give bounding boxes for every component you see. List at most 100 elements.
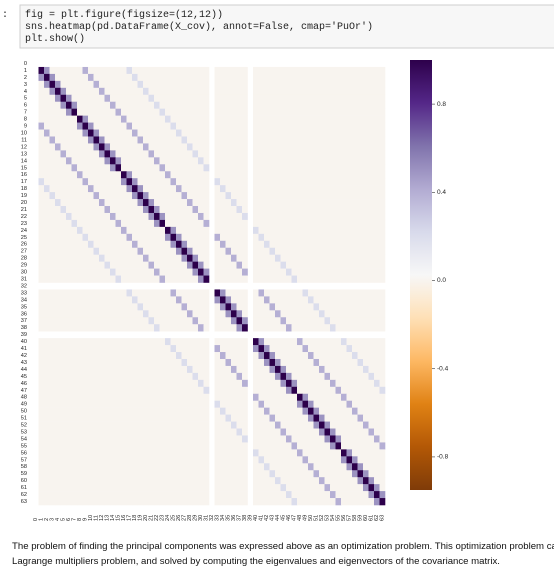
heat-cell: [93, 317, 100, 325]
heat-cell: [368, 199, 375, 207]
heat-cell: [192, 192, 199, 200]
heat-cell: [258, 477, 265, 485]
y-tick-label: 40: [21, 339, 27, 345]
heat-cell: [269, 352, 276, 360]
heat-cell: [181, 400, 188, 408]
heat-cell: [93, 463, 100, 471]
heat-cell: [236, 435, 243, 443]
x-tick-label: 28: [187, 515, 193, 521]
heat-cell: [357, 324, 364, 332]
heat-cell: [60, 206, 67, 214]
heat-cell: [115, 199, 122, 207]
heat-cell: [242, 324, 248, 332]
heat-cell: [55, 393, 61, 402]
heat-cell: [77, 115, 83, 123]
x-tick-label: 8: [77, 518, 83, 521]
heat-cell: [275, 491, 281, 499]
heat-cell: [110, 456, 116, 464]
heat-cell: [302, 317, 309, 325]
heat-cell: [308, 428, 314, 436]
heat-cell: [187, 463, 193, 471]
heat-cell: [38, 338, 45, 346]
heat-cell: [99, 219, 105, 228]
heat-cell: [275, 498, 281, 506]
heat-cell: [286, 136, 292, 144]
heat-cell: [286, 303, 292, 311]
heat-cell: [126, 435, 133, 443]
heat-cell: [308, 463, 314, 471]
heat-cell: [335, 233, 342, 242]
heat-cell: [346, 414, 353, 422]
heat-cell: [165, 171, 171, 179]
heat-cell: [214, 143, 221, 151]
heat-cell: [341, 463, 347, 471]
heat-cell: [88, 289, 94, 297]
heat-cell: [44, 157, 50, 165]
heat-cell: [132, 491, 138, 499]
heat-cell: [143, 379, 149, 388]
heat-cell: [352, 393, 358, 402]
heat-cell: [313, 470, 320, 478]
heat-cell: [181, 212, 188, 221]
heat-cell: [121, 470, 127, 478]
heat-cell: [44, 199, 50, 207]
heat-cell: [104, 87, 111, 96]
heat-cell: [302, 289, 309, 297]
heat-cell: [93, 414, 100, 422]
heat-cell: [291, 386, 298, 395]
heat-cell: [99, 498, 105, 506]
heat-cell: [159, 372, 166, 381]
heat-cell: [154, 463, 160, 471]
heat-cell: [115, 150, 122, 158]
heat-cell: [71, 317, 78, 325]
code-cell[interactable]: [19, 4, 554, 49]
heat-cell: [286, 442, 292, 450]
heat-cell: [104, 108, 111, 116]
heat-cell: [38, 414, 45, 422]
heat-cell: [137, 171, 144, 179]
heat-cell: [82, 101, 89, 109]
heat-cell: [110, 143, 116, 151]
heat-cell: [66, 212, 72, 221]
heat-cell: [297, 115, 303, 123]
heat-cell: [143, 171, 149, 179]
heat-cell: [324, 365, 331, 374]
heat-cell: [44, 66, 50, 75]
heat-cell: [93, 345, 100, 353]
y-tick-label: 24: [21, 228, 27, 234]
heat-cell: [71, 206, 78, 214]
heat-cell: [66, 185, 72, 193]
heat-cell: [346, 164, 353, 172]
heat-cell: [143, 498, 149, 506]
heat-cell: [374, 324, 380, 332]
heat-cell: [357, 470, 364, 478]
heat-cell: [187, 400, 193, 408]
heat-cell: [132, 484, 138, 492]
heat-cell: [275, 358, 281, 367]
heat-cell: [71, 226, 78, 235]
heat-cell: [71, 136, 78, 144]
heat-cell: [253, 477, 259, 485]
heat-cell: [269, 150, 276, 158]
y-tick-label: 30: [21, 270, 27, 276]
heat-cell: [187, 442, 193, 450]
heat-cell: [302, 185, 309, 193]
heat-cell: [38, 122, 45, 130]
heat-cell: [253, 407, 259, 415]
heat-cell: [148, 421, 155, 429]
heat-cell: [110, 303, 116, 311]
heat-cell: [280, 491, 287, 499]
heat-cell: [374, 456, 380, 464]
heat-cell: [330, 358, 336, 367]
heat-cell: [280, 192, 287, 200]
heat-cell: [225, 414, 232, 422]
heat-cell: [225, 428, 232, 436]
heat-cell: [181, 358, 188, 367]
heat-cell: [93, 122, 100, 130]
heat-cell: [264, 226, 270, 235]
heat-cell: [126, 317, 133, 325]
heat-cell: [335, 317, 342, 325]
heat-cell: [242, 192, 248, 200]
heat-cell: [159, 150, 166, 158]
heat-cell: [126, 171, 133, 179]
